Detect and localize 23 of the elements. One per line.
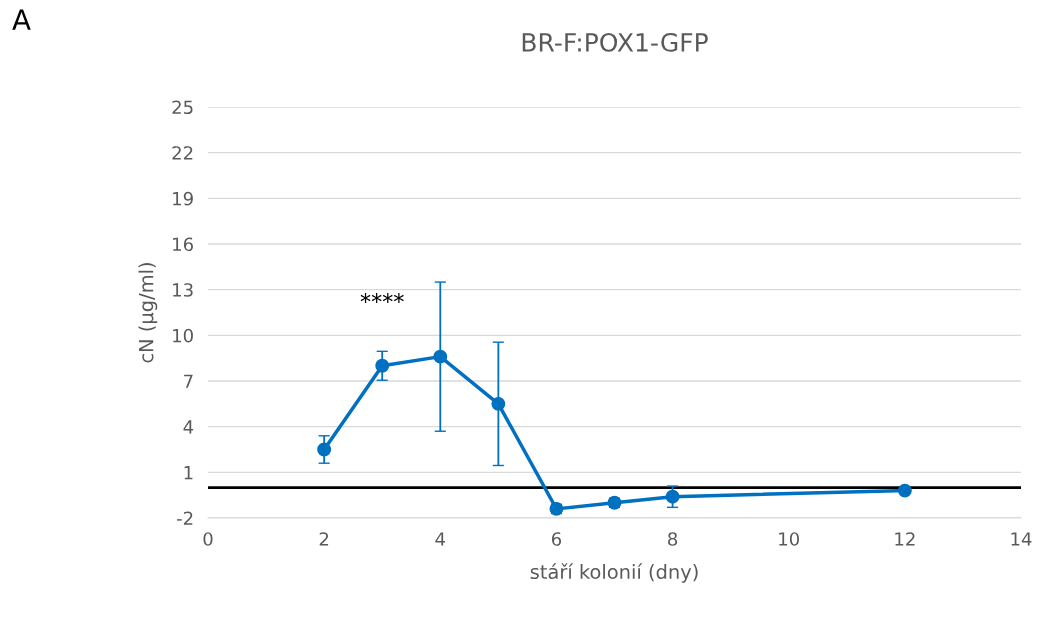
annotation: **** xyxy=(360,292,404,304)
x-axis-title: stáří kolonií (dny) xyxy=(530,563,698,583)
y-tick-label: 19 xyxy=(173,191,193,206)
y-axis-title: cN (µg/ml) xyxy=(138,263,158,363)
y-tick-label: 25 xyxy=(172,100,193,115)
y-tick-label: 4 xyxy=(183,420,194,434)
x-tick-label: 10 xyxy=(779,532,799,546)
x-tick-label: 14 xyxy=(1011,532,1032,546)
y-tick-label: 10 xyxy=(173,328,193,343)
y-tick-label: 1 xyxy=(184,466,193,480)
y-tick-label: 7 xyxy=(184,374,193,388)
y-tick-label: 13 xyxy=(173,283,193,297)
x-tick-label: 6 xyxy=(551,532,562,546)
x-tick-label: 8 xyxy=(668,532,678,546)
x-tick-label: 2 xyxy=(319,532,329,546)
chart-title: BR-F:POX1-GFP xyxy=(522,32,708,52)
x-tick-label: 0 xyxy=(203,532,213,546)
x-tick-label: 12 xyxy=(895,532,915,546)
text: A xyxy=(12,9,31,30)
y-tick-label: 22 xyxy=(172,146,193,160)
y-tick-label: 16 xyxy=(173,237,193,252)
x-tick-label: 4 xyxy=(435,532,446,546)
y-tick-label: -2 xyxy=(176,511,193,525)
